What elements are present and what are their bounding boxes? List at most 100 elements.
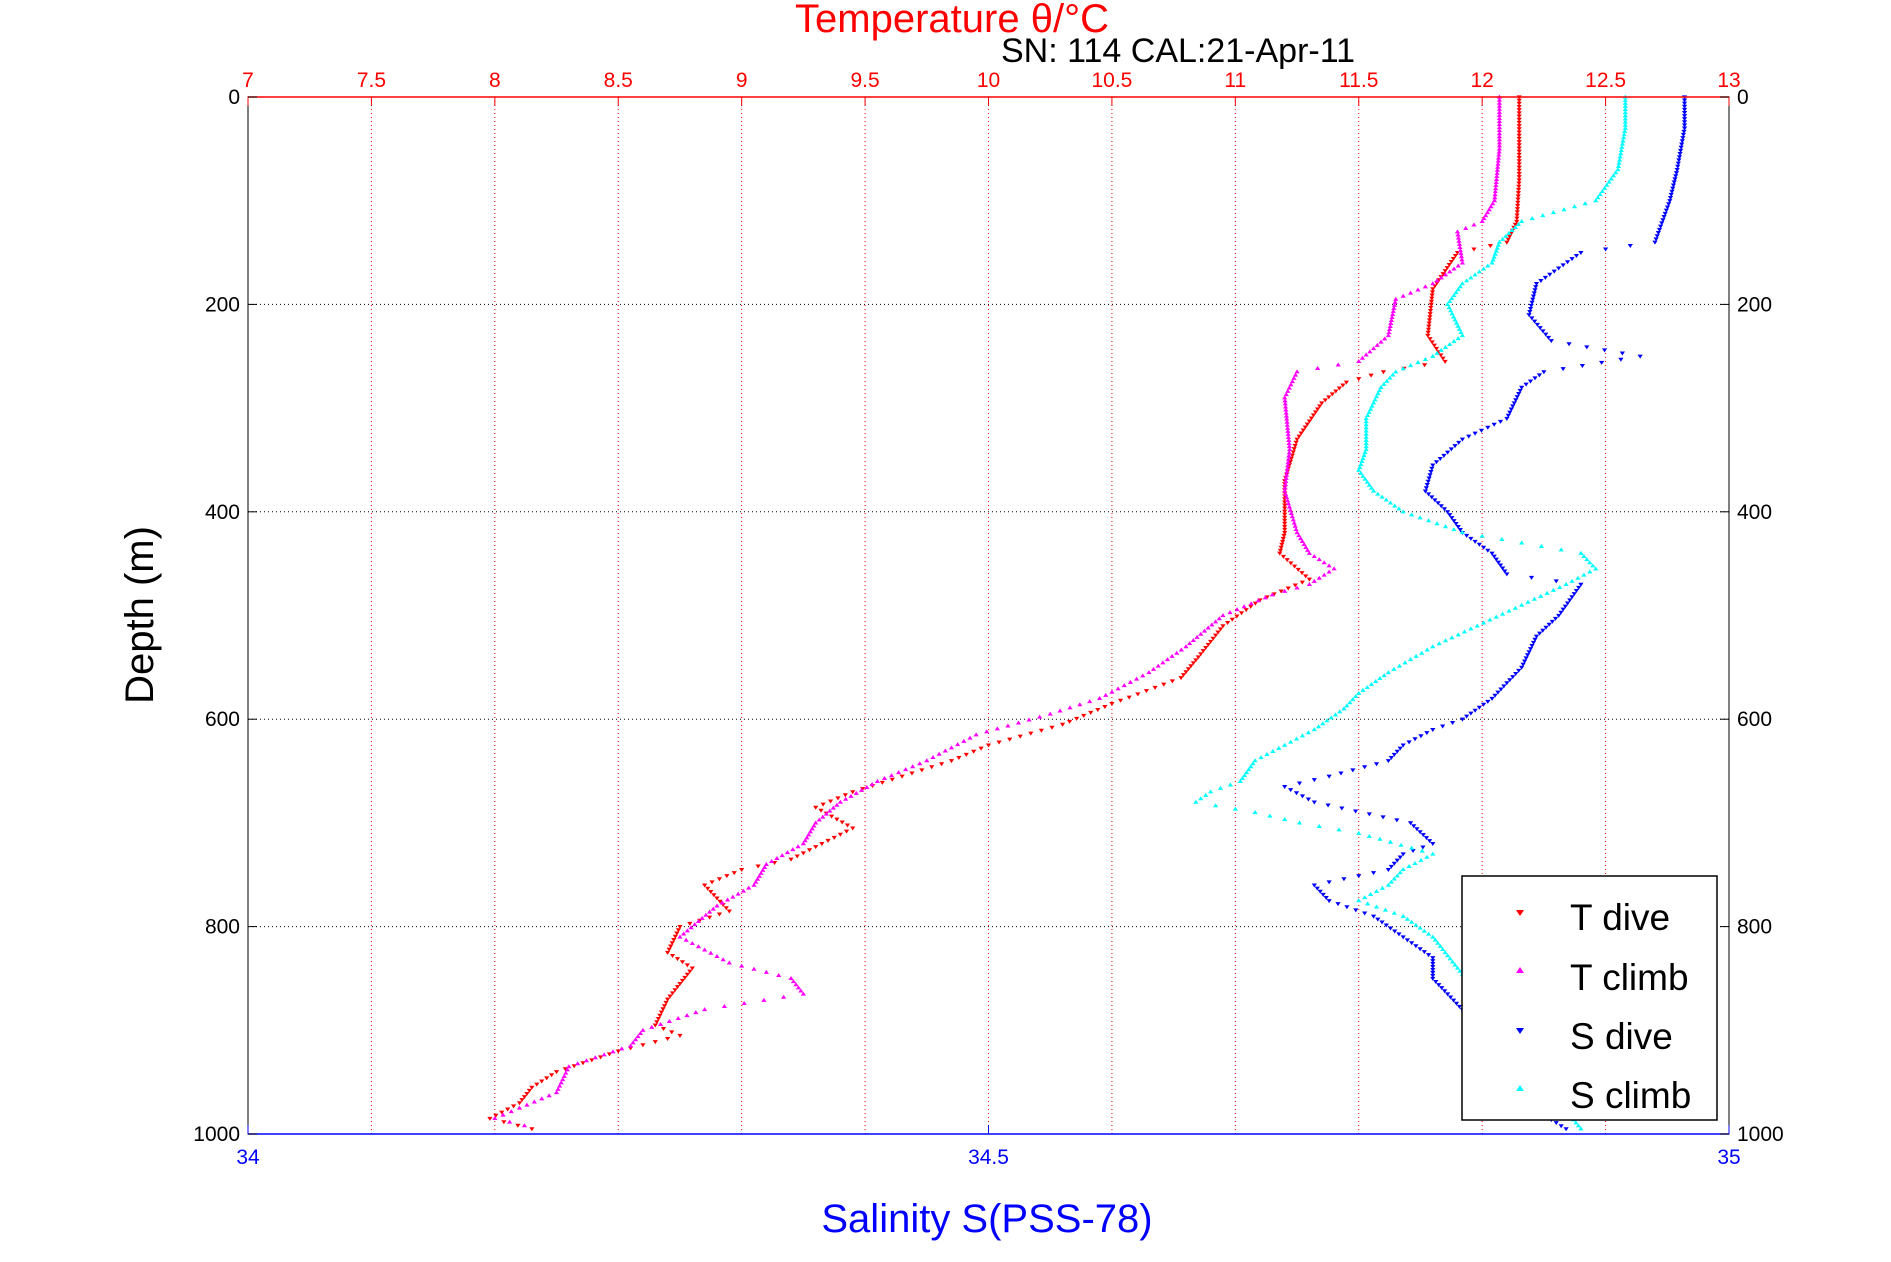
data-point [1450,256,1456,261]
data-point [1363,437,1369,442]
data-point [1456,238,1462,243]
data-point [1121,683,1127,688]
data-point [1280,554,1287,559]
data-point [562,1067,568,1072]
data-point [1067,705,1073,710]
data-point [1429,293,1435,298]
data-point [1388,755,1394,760]
data-point [909,771,915,776]
data-point [813,845,819,850]
data-point [1480,266,1487,271]
data-point [1294,369,1300,374]
data-point [1447,308,1454,313]
data-point [1290,517,1296,522]
data-point [1375,917,1381,922]
data-point [739,963,745,968]
data-point [667,994,673,999]
data-point [1397,746,1403,751]
data-point [1493,186,1499,191]
data-point [1442,638,1449,643]
data-point [1277,548,1284,553]
data-point [1366,833,1372,838]
data-point [1283,392,1289,397]
data-point [723,906,729,911]
data-point [1436,641,1442,646]
data-point [1311,553,1317,558]
data-point [1303,574,1309,579]
data-point [1285,428,1291,433]
data-point [1338,771,1344,776]
data-point [1571,204,1578,209]
data-point [788,976,794,981]
depth-tick-label-left: 600 [205,708,240,731]
data-point [1507,410,1513,415]
data-point [1417,947,1423,952]
data-point [507,1119,513,1124]
data-point [1431,343,1437,348]
data-point [598,1055,604,1060]
data-point [1284,466,1290,471]
data-point [1232,806,1238,811]
data-point [1037,714,1043,719]
data-point [1531,291,1537,296]
data-point [1543,625,1549,630]
temperature-tick-label: 8.5 [604,69,633,92]
data-point [1516,143,1522,148]
data-point [1026,717,1032,722]
data-point [1282,398,1288,403]
data-point [1526,313,1532,318]
data-point [1185,667,1192,672]
data-point [1370,914,1377,919]
data-point [1215,630,1221,635]
data-point [1496,106,1503,111]
data-point [1413,653,1419,658]
data-point [1455,336,1461,341]
data-point [1519,602,1525,607]
data-point [1434,350,1440,355]
data-point [1217,785,1224,790]
data-point [674,985,681,990]
data-point [1618,151,1624,156]
data-point [1400,867,1406,872]
data-point [1362,450,1368,455]
data-point [1613,170,1619,175]
data-point [1459,281,1466,286]
data-point [1284,419,1290,424]
data-point [1368,681,1375,686]
data-point [860,787,866,792]
data-point [1448,447,1454,452]
data-point [1283,413,1290,418]
data-point [1618,357,1624,362]
data-point [1291,447,1297,452]
data-point [1289,379,1296,384]
data-point [1425,518,1432,523]
data-point [1489,260,1495,265]
data-point [1306,419,1312,424]
data-point [1234,607,1240,612]
data-point [555,1086,561,1091]
data-point [1287,459,1293,464]
data-point [1507,678,1513,683]
data-point [784,850,791,855]
data-point [1490,257,1496,262]
data-point [1442,344,1449,349]
data-point [1356,898,1362,903]
depth-tick-label-left: 800 [205,916,240,939]
data-point [1392,929,1398,934]
data-point [1678,145,1684,150]
data-point [1551,269,1557,274]
data-point [834,802,840,807]
data-point [1366,409,1372,414]
data-point [1283,410,1289,415]
data-point [1255,598,1261,603]
data-point [1610,173,1617,178]
data-point [1455,323,1461,328]
data-point [1241,604,1247,609]
data-point [1378,339,1384,344]
data-point [1385,670,1391,675]
data-point [1282,530,1288,535]
data-point [1516,165,1522,170]
data-point [684,963,690,968]
legend-marker-s-dive [1516,1028,1524,1034]
data-point [1438,275,1444,280]
